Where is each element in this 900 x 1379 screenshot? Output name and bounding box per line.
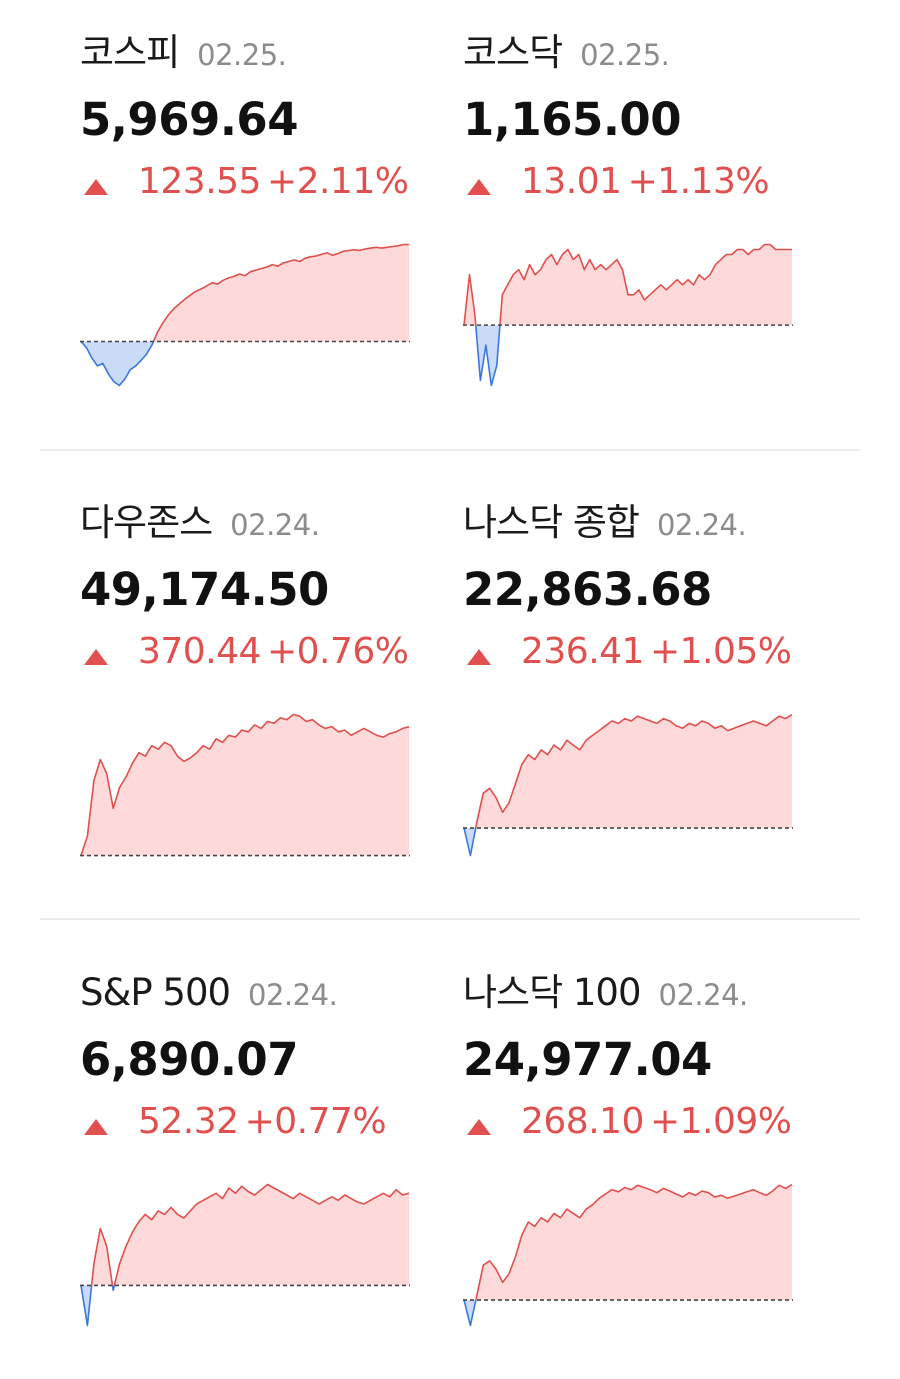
- up-arrow-icon: [84, 648, 108, 665]
- up-arrow-icon: [84, 1118, 108, 1135]
- change-percent: +2.11%: [266, 161, 409, 202]
- index-date: 02.24.: [658, 978, 749, 1012]
- index-card-nasdaq-100[interactable]: 나스닥 100 02.24. 24,977.04 268.10 +1.09%: [463, 940, 843, 1360]
- index-change: 52.32 +0.77%: [80, 1098, 387, 1146]
- index-price: 1,165.00: [463, 93, 682, 146]
- chart-area-up: [81, 1184, 409, 1286]
- index-date: 02.25.: [580, 38, 670, 72]
- change-amount: 123.55: [138, 161, 261, 202]
- intraday-chart: [463, 243, 793, 387]
- index-change: 370.44 +0.76%: [80, 628, 409, 676]
- intraday-chart: [80, 1183, 410, 1327]
- index-date: 02.24.: [230, 508, 320, 542]
- index-card-kospi[interactable]: 코스피 02.25. 5,969.64 123.55 +2.11%: [80, 0, 460, 420]
- change-amount: 52.32: [138, 1101, 239, 1142]
- row-divider: [40, 449, 860, 451]
- chart-line-up: [463, 713, 793, 829]
- indices-row-1: 코스피 02.25. 5,969.64 123.55 +2.11% 코스닥 02.25…: [0, 0, 900, 420]
- chart-line-up: [463, 1183, 793, 1301]
- change-amount: 370.44: [138, 631, 261, 672]
- chart-area-up: [81, 714, 409, 856]
- indices-row-2: 다우존스 02.24. 49,174.50 370.44 +0.76% 나스닥 종합…: [0, 470, 900, 890]
- up-arrow-icon: [467, 1118, 491, 1135]
- up-arrow-icon: [467, 178, 491, 195]
- row-divider: [40, 918, 860, 920]
- change-percent: +0.76%: [266, 631, 409, 672]
- change-amount: 268.10: [521, 1101, 644, 1142]
- intraday-chart: [463, 1183, 793, 1327]
- index-card-sp500[interactable]: S&P 500 02.24. 6,890.07 52.32 +0.77%: [80, 940, 460, 1360]
- change-percent: +1.09%: [649, 1101, 792, 1142]
- index-card-dow-jones[interactable]: 다우존스 02.24. 49,174.50 370.44 +0.76%: [80, 470, 460, 890]
- chart-line-up: [80, 1183, 410, 1286]
- intraday-chart: [80, 713, 410, 857]
- index-change: 236.41 +1.05%: [463, 628, 792, 676]
- index-date: 02.24.: [248, 978, 338, 1012]
- chart-line-down: [80, 341, 155, 387]
- chart-area-down: [464, 1300, 476, 1326]
- index-date: 02.25.: [197, 38, 287, 72]
- index-name: S&P 500: [80, 971, 231, 1014]
- chart-line-up: [80, 713, 410, 856]
- index-name: 코스피: [80, 31, 180, 74]
- change-percent: +1.13%: [627, 161, 770, 202]
- chart-area-up: [464, 714, 792, 829]
- up-arrow-icon: [467, 648, 491, 665]
- index-name: 나스닥 100: [463, 971, 642, 1014]
- index-date: 02.24.: [656, 508, 747, 542]
- chart-area-down: [464, 828, 476, 856]
- index-price: 24,977.04: [463, 1033, 712, 1086]
- index-card-kosdaq[interactable]: 코스닥 02.25. 1,165.00 13.01 +1.13%: [463, 0, 843, 420]
- chart-line-up: [463, 243, 792, 326]
- index-card-nasdaq-composite[interactable]: 나스닥 종합 02.24. 22,863.68 236.41 +1.05%: [463, 470, 843, 890]
- index-change: 268.10 +1.09%: [463, 1098, 792, 1146]
- intraday-chart: [463, 713, 793, 857]
- index-price: 5,969.64: [80, 93, 299, 146]
- change-amount: 236.41: [521, 631, 644, 672]
- chart-area-up: [153, 244, 409, 342]
- index-price: 6,890.07: [80, 1033, 299, 1086]
- chart-area-up: [464, 1184, 792, 1301]
- index-name: 나스닥 종합: [463, 501, 640, 544]
- indices-row-3: S&P 500 02.24. 6,890.07 52.32 +0.77% 나스닥 1…: [0, 940, 900, 1360]
- up-arrow-icon: [84, 178, 108, 195]
- index-price: 49,174.50: [80, 563, 329, 616]
- change-percent: +1.05%: [649, 631, 792, 672]
- index-name: 다우존스: [80, 501, 213, 544]
- index-change: 123.55 +2.11%: [80, 158, 409, 206]
- chart-area-down: [81, 1285, 115, 1326]
- intraday-chart: [80, 243, 410, 387]
- index-price: 22,863.68: [463, 563, 712, 616]
- index-change: 13.01 +1.13%: [463, 158, 770, 206]
- chart-area-up: [464, 244, 792, 326]
- index-name: 코스닥: [463, 31, 563, 74]
- change-percent: +0.77%: [244, 1101, 387, 1142]
- chart-line-up: [81, 243, 409, 342]
- change-amount: 13.01: [521, 161, 622, 202]
